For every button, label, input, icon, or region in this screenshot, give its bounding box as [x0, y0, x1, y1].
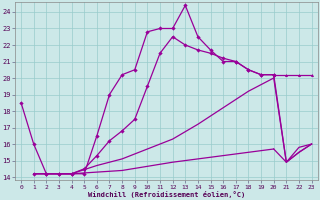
X-axis label: Windchill (Refroidissement éolien,°C): Windchill (Refroidissement éolien,°C) — [88, 191, 245, 198]
